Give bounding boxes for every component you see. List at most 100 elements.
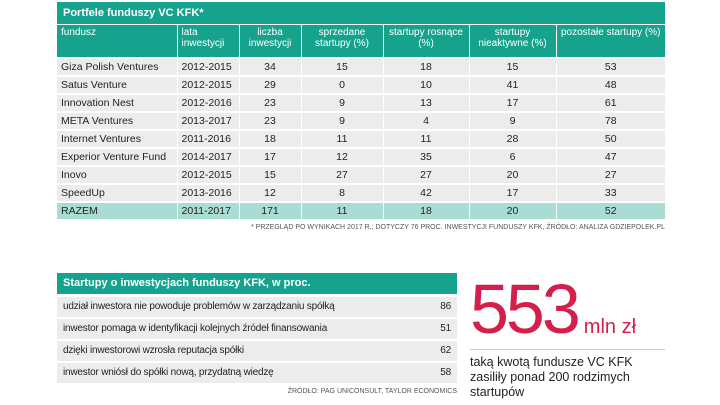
table-cell: META Ventures — [57, 111, 177, 130]
table-cell: 18 — [382, 201, 469, 219]
table-cell: 2014-2017 — [176, 147, 239, 166]
divider — [470, 349, 665, 350]
table-cell: 35 — [382, 147, 469, 166]
table-cell: 18 — [382, 57, 469, 76]
table-cell: 78 — [555, 111, 665, 130]
item-label: dzięki inwestorowi wzrosła reputacja spó… — [63, 345, 244, 356]
table-cell: 50 — [555, 129, 665, 148]
table-cell: 28 — [468, 129, 556, 148]
table-cell: 27 — [382, 165, 469, 184]
table-cell: 4 — [382, 111, 469, 130]
table-cell: Innovation Nest — [57, 93, 177, 112]
table-cell: SpeedUp — [57, 183, 177, 202]
table-cell: 12 — [300, 147, 383, 166]
source-note: ŹRÓDŁO: PAG UNICONSULT, TAYLOR ECONOMICS — [287, 388, 457, 395]
table-cell: 11 — [300, 129, 383, 148]
table-cell: 52 — [555, 201, 665, 219]
table-row: Experior Venture Fund 2014-2017 17 12 35 6 47 — [57, 147, 665, 166]
column-header: startupy nieaktywne (%) — [468, 25, 556, 58]
table-cell: 0 — [300, 75, 383, 94]
table-cell: Inovo — [57, 165, 177, 184]
list-item: inwestor pomaga w identyfikacji kolejnyc… — [57, 319, 457, 339]
table-cell: 20 — [468, 201, 556, 219]
table-cell: 171 — [238, 201, 301, 219]
column-header: pozostałe startupy (%) — [555, 25, 665, 58]
table-cell: 11 — [382, 129, 469, 148]
table-cell: 15 — [300, 57, 383, 76]
table-cell: 61 — [555, 93, 665, 112]
table-cell: 29 — [238, 75, 301, 94]
table-row: SpeedUp 2013-2016 12 8 42 17 33 — [57, 183, 665, 202]
footnote: * PRZEGLĄD PO WYNIKACH 2017 R.; DOTYCZY … — [250, 224, 665, 231]
item-label: udział inwestora nie powoduje problemów … — [63, 301, 335, 312]
table-cell: 15 — [238, 165, 301, 184]
highlight-unit: mln zł — [583, 316, 637, 338]
total-row: RAZEM 2011-2017 171 11 18 20 52 — [57, 201, 665, 219]
table-cell: 17 — [468, 93, 556, 112]
table-cell: 2013-2017 — [176, 111, 239, 130]
table-cell: 8 — [300, 183, 383, 202]
column-header: sprzedane startupy (%) — [300, 25, 383, 58]
table-cell: 9 — [468, 111, 556, 130]
table-cell: 48 — [555, 75, 665, 94]
table-cell: 47 — [555, 147, 665, 166]
table-cell: 2011-2017 — [176, 201, 239, 219]
column-header: fundusz — [57, 25, 177, 58]
list-item: inwestor wniósł do spółki nową, przydatn… — [57, 363, 457, 383]
survey-table: Startupy o inwestycjach funduszy KFK, w … — [57, 273, 457, 396]
table-cell: 2012-2016 — [176, 93, 239, 112]
table-cell: 2012-2015 — [176, 165, 239, 184]
table-cell: 2012-2015 — [176, 75, 239, 94]
table-row: META Ventures 2013-2017 23 9 4 9 78 — [57, 111, 665, 130]
item-value: 62 — [440, 345, 451, 356]
table-cell: 53 — [555, 57, 665, 76]
header-row: fundusz lata inwestycji liczba inwestycji s… — [57, 25, 665, 58]
table-cell: 17 — [238, 147, 301, 166]
table-cell: 9 — [300, 93, 383, 112]
table-cell: 42 — [382, 183, 469, 202]
table-cell: 20 — [468, 165, 556, 184]
table-row: Satus Venture 2012-2015 29 0 10 41 48 — [57, 75, 665, 94]
highlight-description: taką kwotą fundusze VC KFK zasiliły pona… — [470, 355, 633, 399]
table-cell: 15 — [468, 57, 556, 76]
table-cell: 9 — [300, 111, 383, 130]
table-cell: Satus Venture — [57, 75, 177, 94]
item-value: 86 — [440, 301, 451, 312]
table-cell: 2012-2015 — [176, 57, 239, 76]
highlight-value: 553 — [470, 270, 581, 348]
table-cell: Internet Ventures — [57, 129, 177, 148]
table-cell: 17 — [468, 183, 556, 202]
table-cell: 33 — [555, 183, 665, 202]
table-cell: Giza Polish Ventures — [57, 57, 177, 76]
table-cell: 27 — [555, 165, 665, 184]
table-cell: Experior Venture Fund — [57, 147, 177, 166]
table-cell: 2011-2016 — [176, 129, 239, 148]
table-cell: 27 — [300, 165, 383, 184]
table-cell: 13 — [382, 93, 469, 112]
item-value: 51 — [440, 323, 451, 334]
table-row: Innovation Nest 2012-2016 23 9 13 17 61 — [57, 93, 665, 112]
table-cell: 18 — [238, 129, 301, 148]
list-item: dzięki inwestorowi wzrosła reputacja spó… — [57, 341, 457, 361]
list-item: udział inwestora nie powoduje problemów … — [57, 297, 457, 317]
column-header: lata inwestycji — [176, 25, 239, 58]
table-cell: RAZEM — [57, 201, 177, 219]
table-cell: 2013-2016 — [176, 183, 239, 202]
item-label: inwestor pomaga w identyfikacji kolejnyc… — [63, 323, 328, 334]
table-cell: 23 — [238, 111, 301, 130]
highlight-figure: 553 mln zł — [470, 274, 636, 344]
column-header: liczba inwestycji — [238, 25, 301, 58]
table-cell: 10 — [382, 75, 469, 94]
table-row: Giza Polish Ventures 2012-2015 34 15 18 15 53 — [57, 57, 665, 76]
vc-portfolio-table: Portfele funduszy VC KFK* fundusz lata in… — [57, 2, 665, 232]
table-cell: 41 — [468, 75, 556, 94]
item-value: 58 — [440, 367, 451, 378]
table-cell: 34 — [238, 57, 301, 76]
column-header: startupy rosnące (%) — [382, 25, 469, 58]
table-cell: 6 — [468, 147, 556, 166]
table-cell: 12 — [238, 183, 301, 202]
table-row: Inovo 2012-2015 15 27 27 20 27 — [57, 165, 665, 184]
table-title: Startupy o inwestycjach funduszy KFK, w … — [57, 273, 457, 295]
table-cell: 23 — [238, 93, 301, 112]
table-title: Portfele funduszy VC KFK* — [57, 2, 665, 25]
